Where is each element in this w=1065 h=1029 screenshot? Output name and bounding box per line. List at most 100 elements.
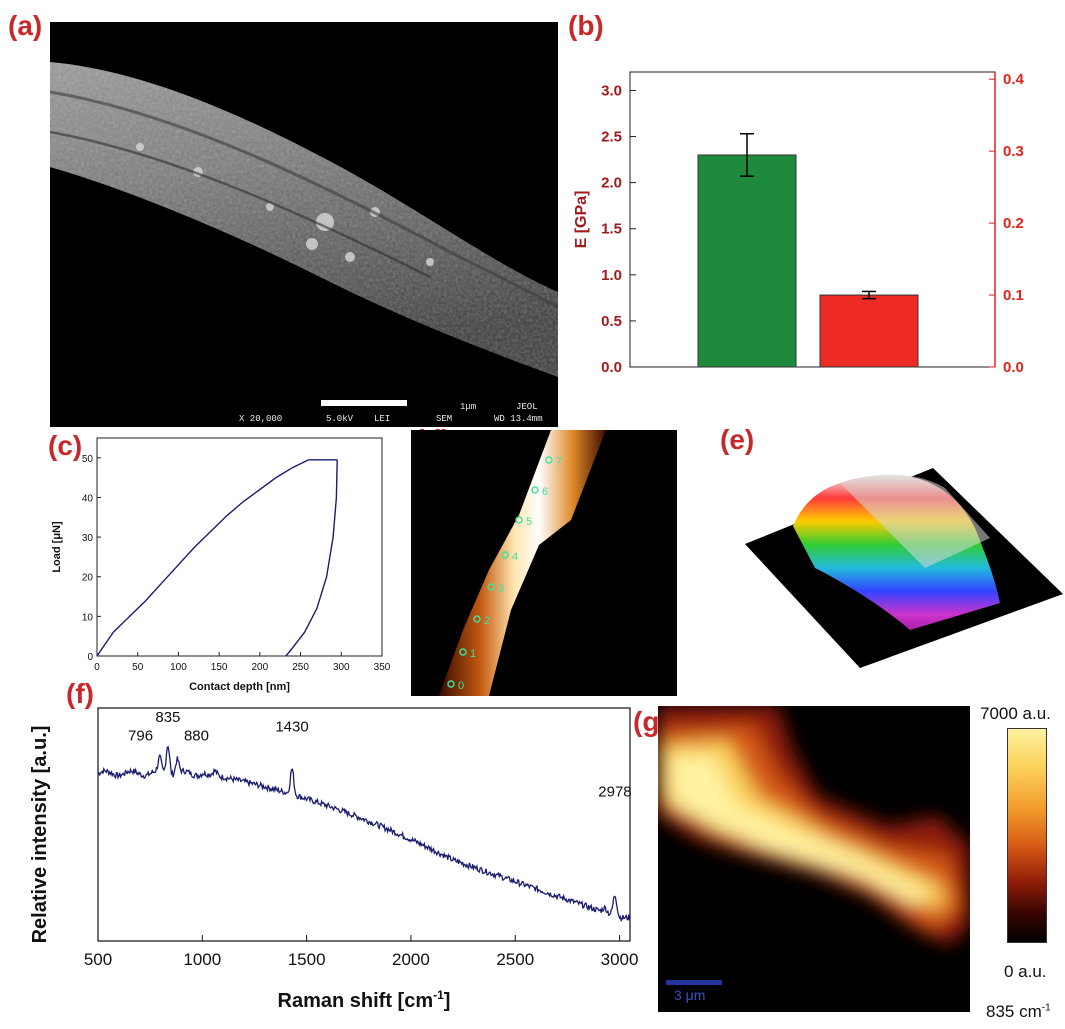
afm-point-marker — [515, 516, 523, 524]
panel-label-c: (c) — [48, 430, 83, 461]
x-tick-label: 250 — [292, 662, 309, 673]
left-tick-label: 1.5 — [601, 221, 622, 238]
sem-mode: LEI — [374, 414, 391, 424]
afm-point-marker — [459, 648, 467, 656]
afm-point-marker — [487, 583, 495, 591]
x-tick-label: 2000 — [392, 950, 430, 969]
left-tick-label: 3.0 — [601, 82, 622, 99]
y-tick-label: 10 — [82, 612, 94, 623]
sem-fiber — [50, 62, 558, 377]
y-tick-label: 40 — [82, 493, 94, 504]
colorbar-max-label: 7000 a.u. — [980, 704, 1051, 723]
peak-label: 835 — [155, 709, 180, 726]
peak-label: 796 — [128, 728, 153, 745]
x-tick-label: 1500 — [288, 950, 326, 969]
sem-brand: JEOL — [516, 402, 538, 412]
afm-point-label: 1 — [470, 648, 476, 660]
x-tick-label: 150 — [211, 662, 228, 673]
afm-point-marker — [531, 486, 539, 494]
bar-chart-e-h: 0.0 0.5 1.0 1.5 2.0 2.5 3.0 0.0 0.1 0.2 0.3 0.4 E [G… — [573, 71, 1025, 376]
afm-point-marker — [501, 551, 509, 559]
raman-map-wavenumber: 835 cm-1 — [986, 1002, 1051, 1022]
left-tick-label: 2.0 — [601, 175, 622, 192]
wavenumber-text: 835 cm — [986, 1002, 1042, 1021]
right-tick-label: 0.2 — [1003, 215, 1024, 232]
loading-curve — [96, 459, 310, 657]
left-tick-label: 2.5 — [601, 129, 622, 146]
load-depth-chart: 0 50 100 150 200 250 300 350 0 10 20 30 40 50 Contact … — [51, 437, 391, 693]
sem-magnification: X 20,000 — [239, 414, 283, 424]
x-tick-label: 350 — [374, 662, 391, 673]
peak-label: 1430 — [275, 718, 308, 735]
x-tick-label: 100 — [170, 662, 187, 673]
afm-point-label: 7 — [556, 456, 562, 468]
bar-H — [819, 294, 919, 368]
raman-map-scalebar — [666, 980, 722, 985]
y-axis-label: Load [μN] — [51, 521, 63, 573]
raman-map-scale-label: 3 μm — [674, 987, 706, 1003]
bar-E — [697, 154, 797, 368]
raman-map-heat — [658, 706, 970, 946]
x-axis-label: Contact depth [nm] — [189, 681, 290, 693]
y-axis-label: Relative intensity [a.u.] — [29, 726, 51, 944]
panel-label-e: (e) — [720, 424, 755, 455]
right-tick-label: 0.1 — [1003, 287, 1024, 304]
x-tick-label: 500 — [84, 950, 112, 969]
afm-point-label: 0 — [458, 680, 464, 692]
afm-fiber: 0 1 2 3 4 5 6 7 — [439, 430, 606, 696]
sem-detector: SEM — [436, 414, 453, 424]
sem-info-bar: 1μm JEOL X 20,000 5.0kV LEI SEM WD 13.4m… — [50, 400, 558, 427]
afm-point-label: 6 — [542, 486, 548, 498]
x-axis-label: Raman shift [cm-1] — [278, 988, 451, 1012]
plot-frame — [97, 707, 631, 942]
x-tick-label: 3000 — [601, 950, 639, 969]
y-tick-label: 30 — [82, 533, 94, 544]
afm-point-label: 5 — [526, 516, 532, 528]
panel-label-f: (f) — [66, 678, 94, 709]
ylabel-left: E [GPa] — [573, 191, 590, 249]
peak-label: 2978 — [598, 784, 631, 801]
afm-point-label: 4 — [512, 551, 518, 563]
x-tick-label: 300 — [333, 662, 350, 673]
afm-point-marker — [447, 680, 455, 688]
x-axis-label-exp: -1 — [433, 988, 444, 1002]
afm-point-label: 2 — [484, 615, 490, 627]
raman-spectrum-chart: 500 1000 1500 2000 2500 3000 Raman shift [cm-1… — [29, 707, 639, 1012]
panel-label-b: (b) — [568, 10, 604, 41]
peak-label: 880 — [184, 728, 209, 745]
afm-point-marker — [473, 615, 481, 623]
right-tick-label: 0.0 — [1003, 359, 1024, 376]
colorbar-min-label: 0 a.u. — [1004, 962, 1047, 981]
x-tick-label: 2500 — [496, 950, 534, 969]
unloading-curve — [285, 459, 338, 657]
afm-3d-surface — [745, 468, 1063, 668]
x-tick-label: 200 — [252, 662, 269, 673]
left-tick-label: 1.0 — [601, 267, 622, 284]
x-tick-label: 50 — [132, 662, 144, 673]
left-tick-label: 0.5 — [601, 313, 622, 330]
afm-point-marker — [545, 456, 553, 464]
y-tick-label: 0 — [87, 652, 93, 663]
plot-frame — [96, 437, 383, 657]
plot-frame — [629, 71, 996, 368]
right-tick-label: 0.4 — [1003, 71, 1025, 88]
raman-spectrum-line — [97, 745, 631, 923]
sem-wd: WD 13.4mm — [494, 414, 543, 424]
left-tick-label: 0.0 — [601, 359, 622, 376]
colorbar — [1007, 728, 1047, 943]
sem-voltage: 5.0kV — [326, 414, 354, 424]
panel-label-a: (a) — [8, 10, 43, 41]
x-tick-label: 1000 — [183, 950, 221, 969]
afm-point-label: 3 — [498, 583, 504, 595]
right-tick-label: 0.3 — [1003, 143, 1024, 160]
sem-image: 1μm JEOL X 20,000 5.0kV LEI SEM WD 13.4m… — [50, 22, 558, 427]
sem-scale-label: 1μm — [460, 402, 477, 412]
raman-map-image: 3 μm — [658, 706, 970, 1012]
x-tick-label: 0 — [94, 662, 100, 673]
y-tick-label: 50 — [82, 454, 94, 465]
afm-image: 0 1 2 3 4 5 6 7 — [411, 430, 677, 696]
wavenumber-exp: -1 — [1041, 1002, 1051, 1014]
sem-scalebar — [321, 400, 407, 406]
y-tick-label: 20 — [82, 573, 94, 584]
x-axis-label-close: ] — [444, 990, 451, 1012]
